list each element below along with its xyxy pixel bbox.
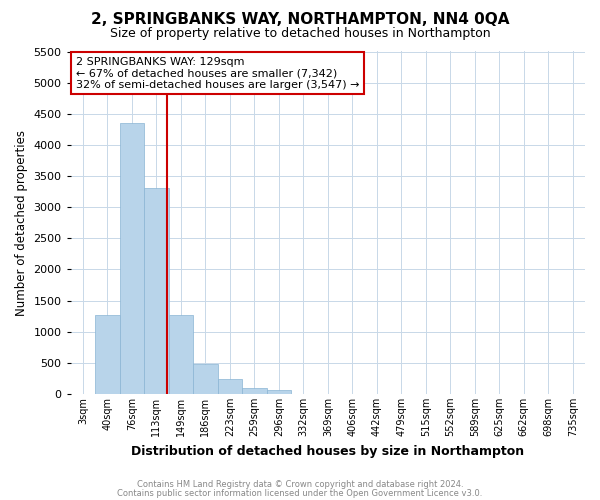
Bar xyxy=(119,123,144,394)
Bar xyxy=(218,379,242,394)
Bar xyxy=(169,315,193,394)
Text: Contains HM Land Registry data © Crown copyright and database right 2024.: Contains HM Land Registry data © Crown c… xyxy=(137,480,463,489)
Bar xyxy=(95,315,119,394)
X-axis label: Distribution of detached houses by size in Northampton: Distribution of detached houses by size … xyxy=(131,444,524,458)
Y-axis label: Number of detached properties: Number of detached properties xyxy=(15,130,28,316)
Text: Contains public sector information licensed under the Open Government Licence v3: Contains public sector information licen… xyxy=(118,488,482,498)
Bar xyxy=(242,388,266,394)
Text: Size of property relative to detached houses in Northampton: Size of property relative to detached ho… xyxy=(110,28,490,40)
Bar xyxy=(193,364,218,394)
Bar xyxy=(144,188,169,394)
Text: 2, SPRINGBANKS WAY, NORTHAMPTON, NN4 0QA: 2, SPRINGBANKS WAY, NORTHAMPTON, NN4 0QA xyxy=(91,12,509,28)
Text: 2 SPRINGBANKS WAY: 129sqm
← 67% of detached houses are smaller (7,342)
32% of se: 2 SPRINGBANKS WAY: 129sqm ← 67% of detac… xyxy=(76,56,359,90)
Bar xyxy=(266,390,291,394)
